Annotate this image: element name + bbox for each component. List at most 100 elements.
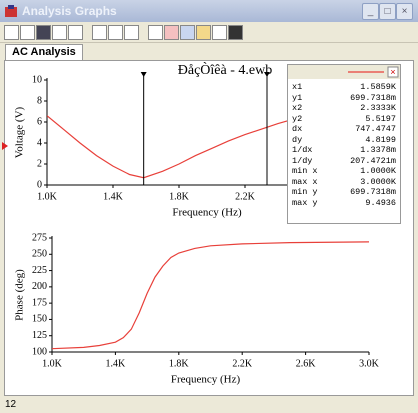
x-tick-label: 1.4K: [103, 191, 124, 202]
readout-row: max y 9.4936: [292, 198, 396, 209]
print-button[interactable]: [52, 25, 67, 40]
data-line: [47, 115, 287, 179]
readout-row: y2 5.5197: [292, 114, 396, 125]
cursor-handle: [140, 72, 147, 77]
readout-row: x2 2.3333K: [292, 103, 396, 114]
readout-label: min y: [292, 187, 318, 197]
y-tick-label: 125: [32, 330, 47, 341]
maximize-button[interactable]: □: [379, 3, 396, 20]
grid-button[interactable]: [164, 25, 179, 40]
copy-button[interactable]: [108, 25, 123, 40]
window-title: Analysis Graphs: [22, 4, 117, 18]
y-tick-label: 225: [32, 265, 47, 276]
x-tick-label: 1.8K: [169, 358, 190, 369]
x-tick-label: 1.4K: [106, 358, 127, 369]
title-bar: Analysis Graphs _ □ ×: [0, 0, 418, 22]
readout-legend: ×: [348, 66, 399, 78]
status-text: 12: [5, 399, 17, 410]
readout-row: 1/dy 207.4721m: [292, 156, 396, 167]
x-tick-label: 1.0K: [42, 358, 63, 369]
readout-label: max y: [292, 197, 318, 208]
readout-value: 2.3333K: [360, 103, 396, 113]
close-button[interactable]: ×: [396, 3, 413, 20]
new-button[interactable]: [4, 25, 19, 40]
cut-button[interactable]: [92, 25, 107, 40]
readout-value: 1.5859K: [360, 82, 396, 92]
readout-label: max x: [292, 176, 318, 187]
readout-label: 1/dx: [292, 145, 313, 155]
legend-button[interactable]: [180, 25, 195, 40]
y-tick-label: 8: [37, 95, 42, 106]
restore-button[interactable]: [228, 25, 243, 40]
readout-row: min y 699.7318m: [292, 187, 396, 198]
active-graph-marker: [2, 142, 8, 150]
y-tick-label: 2: [37, 158, 42, 169]
y-tick-label: 150: [32, 314, 47, 325]
readout-value: 1.3378m: [360, 145, 396, 155]
x-tick-label: 1.8K: [169, 191, 190, 202]
readout-row: x1 1.5859K: [292, 82, 396, 93]
y-tick-label: 0: [37, 179, 42, 190]
readout-row: dx 747.4747: [292, 124, 396, 135]
y-tick-label: 6: [37, 116, 42, 127]
y-tick-label: 250: [32, 249, 47, 260]
readout-label: 1/dy: [292, 155, 313, 166]
app-icon: [5, 5, 17, 17]
readout-value: 5.5197: [365, 113, 396, 124]
y-tick-label: 100: [32, 346, 47, 357]
readout-row: dy 4.8199: [292, 135, 396, 146]
open-button[interactable]: [20, 25, 35, 40]
plots: 0 2 4 6 8 10 1.0K 1.4K 1.8K 2.2K ĐåçÒîêà - 4.ewb Fr…: [2, 61, 380, 386]
y-axis-label: Voltage (V): [14, 106, 26, 158]
x-tick-label: 2.6K: [296, 358, 317, 369]
readout-row: y1 699.7318m: [292, 93, 396, 104]
readout-label: dx: [292, 124, 303, 134]
readout-label: x2: [292, 103, 303, 113]
readout-rows: x1 1.5859K y1 699.7318m x2 2.3333K y2 5.5197 dx 7…: [288, 79, 400, 211]
minimize-button[interactable]: _: [362, 3, 379, 20]
paste-button[interactable]: [124, 25, 139, 40]
save-button[interactable]: [36, 25, 51, 40]
readout-value: 9.4936: [365, 197, 396, 208]
readout-value: 699.7318m: [350, 187, 396, 197]
readout-label: dy: [292, 134, 303, 145]
readout-value: 3.0000K: [360, 176, 396, 187]
x-tick-label: 3.0K: [359, 358, 380, 369]
y-tick-label: 175: [32, 297, 47, 308]
y-tick-label: 4: [37, 137, 42, 148]
readout-label: x1: [292, 82, 303, 92]
status-bar: 12: [0, 397, 418, 413]
readout-value: 4.8199: [365, 134, 396, 145]
readout-row: min x 1.0000K: [292, 166, 396, 177]
readout-label: y1: [292, 92, 303, 103]
x-axis-label: Frequency (Hz): [172, 207, 242, 219]
readout-row: 1/dx 1.3378m: [292, 145, 396, 156]
readout-value: 747.4747: [355, 124, 396, 134]
cursor-readout: × x1 1.5859K y1 699.7318m x2 2.3333K y2 5.5197 d…: [287, 64, 401, 224]
cursor-button[interactable]: [196, 25, 211, 40]
toolbar: [0, 22, 418, 43]
readout-row: max x 3.0000K: [292, 177, 396, 188]
y-tick-label: 10: [32, 74, 42, 85]
cursor-handle: [263, 72, 270, 77]
readout-value: 207.4721m: [350, 155, 396, 166]
reverse-button[interactable]: [212, 25, 227, 40]
y-tick-label: 275: [32, 232, 47, 243]
readout-value: 699.7318m: [350, 92, 396, 103]
preview-button[interactable]: [68, 25, 83, 40]
x-tick-label: 2.2K: [235, 191, 256, 202]
tab[interactable]: AC Analysis: [5, 44, 83, 62]
readout-header: ×: [288, 65, 400, 79]
x-tick-label: 2.2K: [232, 358, 253, 369]
x-axis-label: Frequency (Hz): [171, 374, 241, 386]
readout-label: min x: [292, 166, 318, 176]
svg-text:×: ×: [390, 68, 395, 78]
data-line: [51, 241, 370, 350]
y-axis-label: Phase (deg): [14, 269, 26, 321]
readout-label: y2: [292, 113, 303, 124]
properties-button[interactable]: [148, 25, 163, 40]
chart-title: ĐåçÒîêà - 4.ewb: [178, 61, 272, 78]
readout-value: 1.0000K: [360, 166, 396, 176]
y-tick-label: 200: [32, 281, 47, 292]
